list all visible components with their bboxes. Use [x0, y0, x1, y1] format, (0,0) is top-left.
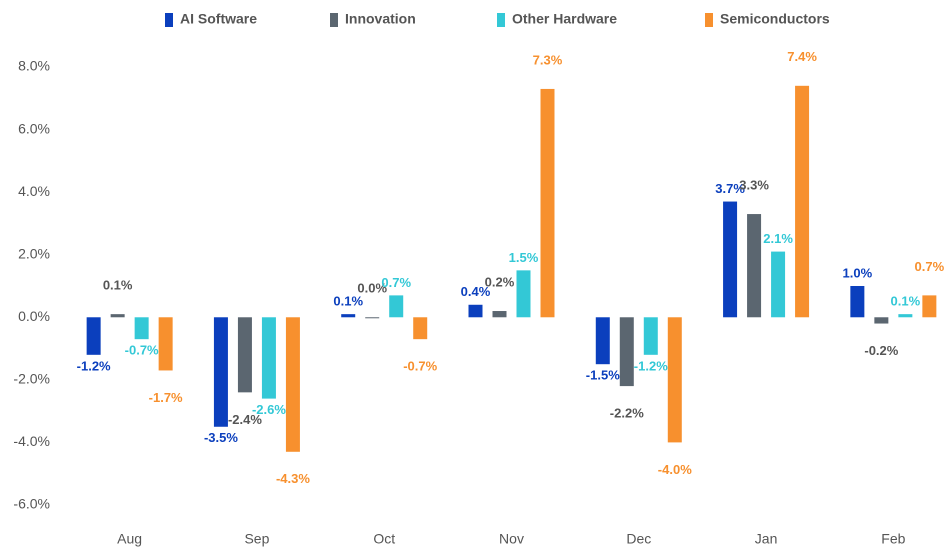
- bar: [874, 317, 889, 324]
- bar: [898, 314, 913, 318]
- value-label: -1.2%: [634, 358, 668, 373]
- legend-label: Innovation: [345, 11, 416, 27]
- y-tick-label: 8.0%: [18, 58, 50, 74]
- bar: [389, 295, 404, 318]
- bar: [341, 314, 356, 318]
- bar: [213, 317, 228, 427]
- value-label: 0.1%: [333, 294, 363, 309]
- y-tick-label: -6.0%: [13, 496, 50, 512]
- y-tick-label: 6.0%: [18, 120, 50, 136]
- bar: [158, 317, 173, 371]
- value-label: 0.7%: [381, 275, 411, 290]
- value-label: 0.1%: [103, 278, 133, 293]
- value-label: 0.7%: [915, 259, 945, 274]
- value-label: -0.7%: [403, 359, 437, 374]
- value-label: 0.1%: [891, 294, 921, 309]
- bar: [643, 317, 658, 355]
- value-label: 1.0%: [843, 265, 873, 280]
- bar: [516, 270, 531, 318]
- x-tick-label: Aug: [117, 531, 142, 547]
- bar: [110, 314, 125, 318]
- value-label: -0.2%: [864, 343, 898, 358]
- bar: [468, 304, 483, 318]
- bar: [850, 286, 865, 318]
- value-label: -2.6%: [252, 402, 286, 417]
- bar: [413, 317, 428, 340]
- bar: [86, 317, 101, 355]
- bar: [492, 311, 507, 318]
- value-label: -0.7%: [125, 343, 159, 358]
- y-tick-label: -4.0%: [13, 433, 50, 449]
- legend-label: AI Software: [180, 11, 257, 27]
- bar: [922, 295, 937, 318]
- value-label: -1.2%: [77, 358, 111, 373]
- bar: [795, 85, 810, 318]
- legend-swatch: [330, 13, 338, 27]
- x-tick-label: Dec: [626, 531, 651, 547]
- value-label: 7.4%: [787, 49, 817, 64]
- value-label: 2.1%: [763, 231, 793, 246]
- bar: [365, 317, 380, 319]
- x-tick-label: Feb: [881, 531, 905, 547]
- legend-swatch: [497, 13, 505, 27]
- bar: [595, 317, 610, 365]
- bar: [619, 317, 634, 387]
- value-label: 1.5%: [509, 250, 539, 265]
- bar: [540, 88, 555, 318]
- y-tick-label: 2.0%: [18, 245, 50, 261]
- value-label: -2.2%: [610, 406, 644, 421]
- y-tick-label: 0.0%: [18, 308, 50, 324]
- bar: [723, 201, 738, 318]
- value-label: -4.0%: [658, 462, 692, 477]
- value-label: 7.3%: [533, 52, 563, 67]
- value-label: 0.0%: [357, 281, 387, 296]
- bar: [134, 317, 149, 340]
- value-label: -3.5%: [204, 430, 238, 445]
- legend-label: Other Hardware: [512, 11, 617, 27]
- legend-label: Semiconductors: [720, 11, 830, 27]
- x-tick-label: Oct: [373, 531, 395, 547]
- y-tick-label: -2.0%: [13, 371, 50, 387]
- value-label: -1.5%: [586, 368, 620, 383]
- value-label: -1.7%: [149, 390, 183, 405]
- y-tick-label: 4.0%: [18, 183, 50, 199]
- bar: [667, 317, 682, 443]
- value-label: 3.3%: [739, 177, 769, 192]
- bar: [261, 317, 276, 399]
- legend-swatch: [165, 13, 173, 27]
- x-tick-label: Sep: [244, 531, 269, 547]
- value-label: -2.4%: [228, 412, 262, 427]
- bar: [771, 251, 786, 318]
- bar: [747, 214, 762, 318]
- value-label: 0.2%: [485, 274, 515, 289]
- bar: [237, 317, 252, 393]
- value-label: -4.3%: [276, 471, 310, 486]
- value-label: 3.7%: [715, 181, 745, 196]
- value-label: 0.4%: [461, 284, 491, 299]
- legend-swatch: [705, 13, 713, 27]
- x-tick-label: Jan: [755, 531, 778, 547]
- bar: [285, 317, 300, 452]
- x-tick-label: Nov: [499, 531, 524, 547]
